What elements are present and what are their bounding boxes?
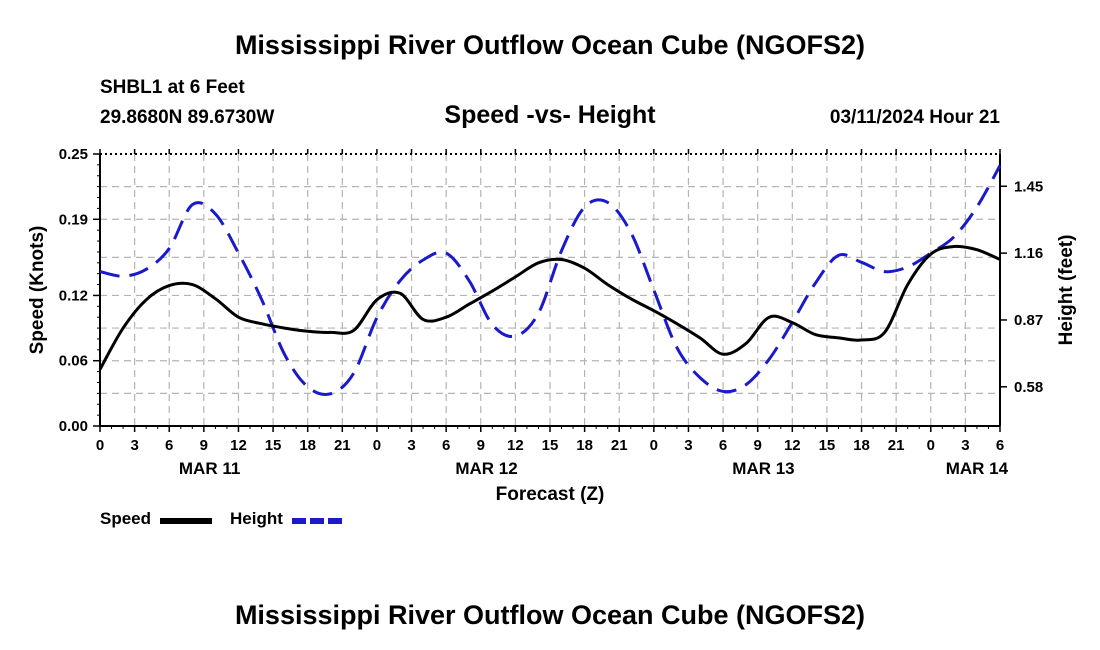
x-day-label: MAR 14 xyxy=(946,459,1009,478)
x-tick-label: 3 xyxy=(407,437,415,454)
x-tick-label: 6 xyxy=(719,437,727,454)
y-tick-label: 0.06 xyxy=(59,353,88,370)
y-tick-label: 0.19 xyxy=(59,211,88,228)
x-tick-label: 3 xyxy=(684,437,692,454)
y2-tick-label: 0.58 xyxy=(1014,379,1043,396)
y2-tick-label: 0.87 xyxy=(1014,312,1043,329)
x-axis-title: Forecast (Z) xyxy=(496,484,605,505)
y2-tick-label: 1.16 xyxy=(1014,245,1043,262)
x-tick-label: 0 xyxy=(927,437,935,454)
x-tick-label: 15 xyxy=(265,437,282,454)
coordinates-label: 29.8680N 89.6730W xyxy=(100,107,275,128)
x-tick-label: 21 xyxy=(888,437,905,454)
series-line-speed xyxy=(98,244,1001,371)
x-tick-label: 6 xyxy=(165,437,173,454)
y-tick-label: 0.12 xyxy=(59,287,88,304)
y-axis-title: Speed (Knots) xyxy=(27,226,48,355)
y-tick-label: 0.25 xyxy=(59,146,88,163)
x-tick-label: 6 xyxy=(442,437,450,454)
station-label: SHBL1 at 6 Feet xyxy=(100,77,245,98)
y2-tick-label: 1.45 xyxy=(1014,178,1043,195)
forecast-time-label: 03/11/2024 Hour 21 xyxy=(829,107,1000,128)
grid xyxy=(100,154,1000,426)
y2-axis-title: Height (feet) xyxy=(1056,235,1077,346)
x-tick-label: 21 xyxy=(611,437,628,454)
series-line-height xyxy=(99,164,1002,397)
x-day-label: MAR 11 xyxy=(179,459,240,478)
x-tick-label: 6 xyxy=(996,437,1004,454)
x-tick-label: 3 xyxy=(130,437,138,454)
x-tick-label: 12 xyxy=(230,437,247,454)
chart-main-title: Mississippi River Outflow Ocean Cube (NG… xyxy=(234,30,866,60)
x-tick-label: 3 xyxy=(961,437,969,454)
x-tick-label: 9 xyxy=(477,437,485,454)
x-tick-label: 0 xyxy=(373,437,381,454)
x-tick-label: 0 xyxy=(650,437,658,454)
legend-speed-label: Speed xyxy=(100,509,152,528)
axes: 0 3 6 9 12 15 18 21 0 3 6 9 12 15 18 21 0 3 6 9 12 15 18 21 0 3 6M… xyxy=(27,146,1077,505)
x-day-label: MAR 12 xyxy=(455,459,517,478)
x-tick-label: 18 xyxy=(299,437,316,454)
x-tick-label: 12 xyxy=(784,437,801,454)
x-tick-label: 15 xyxy=(819,437,836,454)
x-day-label: MAR 13 xyxy=(732,459,794,478)
legend-height-label: Height xyxy=(230,509,283,528)
x-tick-label: 9 xyxy=(754,437,762,454)
x-tick-label: 12 xyxy=(507,437,524,454)
x-tick-label: 0 xyxy=(96,437,104,454)
x-tick-label: 18 xyxy=(576,437,593,454)
x-tick-label: 18 xyxy=(853,437,870,454)
chart-main-title-repeat: Mississippi River Outflow Ocean Cube (NG… xyxy=(234,600,866,630)
x-tick-label: 15 xyxy=(542,437,559,454)
y-tick-label: 0.00 xyxy=(59,418,88,435)
x-tick-label: 21 xyxy=(334,437,351,454)
chart-subtitle: Speed -vs- Height xyxy=(444,101,656,129)
x-tick-label: 9 xyxy=(200,437,208,454)
series-lines xyxy=(98,164,1002,397)
